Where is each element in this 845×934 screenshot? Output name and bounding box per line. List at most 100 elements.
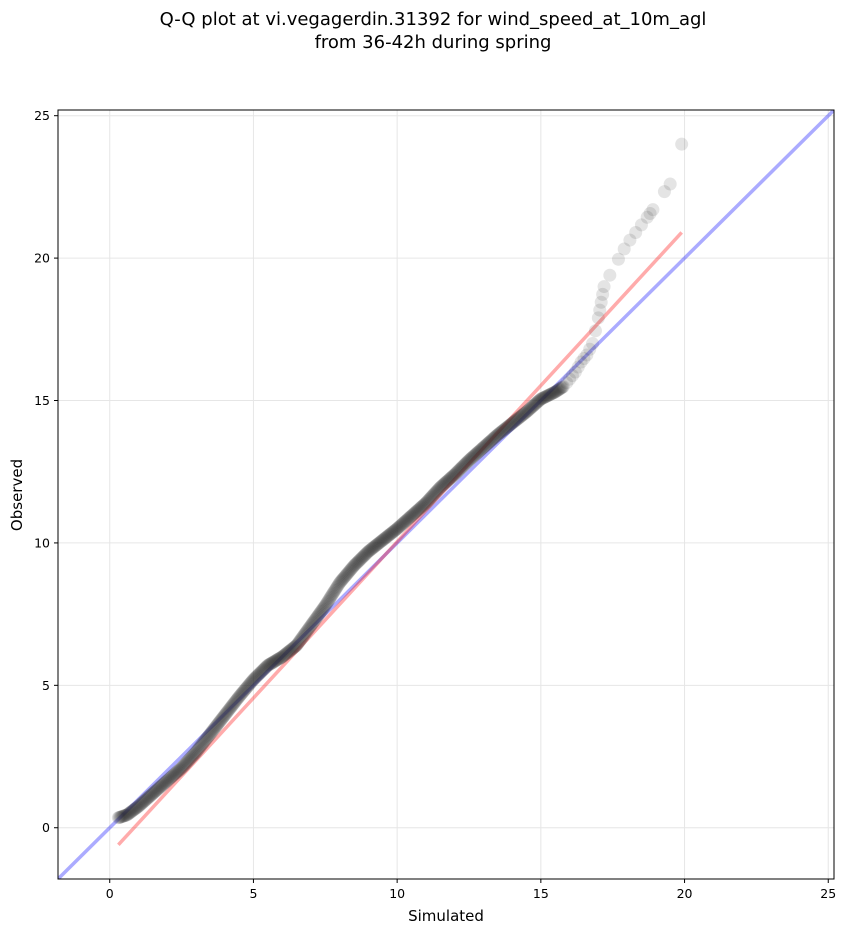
- qq-point: [361, 545, 375, 559]
- qq-point: [145, 787, 159, 801]
- qq-point: [458, 457, 472, 471]
- qq-point: [251, 668, 265, 682]
- qq-point: [495, 424, 509, 438]
- qq-point: [406, 507, 420, 521]
- qq-point: [292, 634, 306, 648]
- qq-point: [111, 811, 125, 825]
- qq-point: [333, 575, 347, 589]
- qq-point: [310, 611, 324, 625]
- qq-point: [402, 511, 416, 525]
- qq-point: [250, 669, 264, 683]
- qq-point: [342, 565, 356, 579]
- qq-point: [489, 429, 503, 443]
- qq-point: [196, 736, 210, 750]
- qq-point: [555, 381, 569, 395]
- qq-point: [192, 742, 206, 756]
- qq-point: [553, 382, 567, 396]
- qq-point: [494, 425, 508, 439]
- qq-point: [423, 492, 437, 506]
- qq-point: [347, 559, 361, 573]
- qq-point: [384, 527, 398, 541]
- qq-point: [289, 639, 303, 653]
- qq-point: [392, 520, 406, 534]
- qq-point: [529, 397, 543, 411]
- qq-point: [306, 615, 320, 629]
- qq-point: [258, 661, 272, 675]
- qq-point: [280, 646, 294, 660]
- qq-point: [313, 606, 327, 620]
- qq-point: [272, 652, 286, 666]
- qq-point: [267, 654, 281, 668]
- qq-point: [175, 760, 189, 774]
- qq-point: [298, 627, 312, 641]
- qq-point: [257, 662, 271, 676]
- qq-point: [177, 758, 191, 772]
- qq-point: [514, 409, 528, 423]
- x-tick-label: 5: [249, 886, 257, 901]
- qq-point: [164, 770, 178, 784]
- qq-point: [611, 252, 625, 266]
- qq-point: [405, 509, 419, 523]
- qq-point: [214, 713, 228, 727]
- qq-point: [168, 767, 182, 781]
- qq-point: [404, 510, 418, 524]
- qq-point: [157, 777, 171, 791]
- qq-point: [140, 792, 154, 806]
- qq-point: [503, 418, 517, 432]
- qq-point: [254, 666, 268, 680]
- qq-point: [203, 727, 217, 741]
- qq-point: [325, 588, 339, 602]
- qq-point: [515, 409, 529, 423]
- qq-point: [201, 730, 215, 744]
- qq-point: [312, 607, 326, 621]
- qq-point: [274, 650, 288, 664]
- qq-point: [270, 653, 284, 667]
- qq-point: [551, 383, 565, 397]
- qq-point: [307, 614, 321, 628]
- qq-point: [208, 721, 222, 735]
- qq-point: [363, 543, 377, 557]
- qq-point: [353, 553, 367, 567]
- qq-point: [376, 533, 390, 547]
- qq-point: [446, 469, 460, 483]
- qq-point: [278, 648, 292, 662]
- qq-point: [563, 372, 577, 386]
- qq-point: [337, 570, 351, 584]
- qq-point: [383, 527, 397, 541]
- y-tick-label: 0: [42, 820, 50, 835]
- qq-point: [412, 502, 426, 516]
- qq-point: [224, 700, 238, 714]
- qq-point: [389, 523, 403, 537]
- chart-title-line-2: from 36-42h during spring: [315, 32, 552, 53]
- qq-point: [473, 444, 487, 458]
- qq-point: [483, 435, 497, 449]
- qq-point: [381, 529, 395, 543]
- qq-point: [324, 589, 338, 603]
- qq-point: [288, 640, 302, 654]
- qq-point: [125, 804, 139, 818]
- qq-point: [360, 546, 374, 560]
- qq-point: [390, 522, 404, 536]
- qq-point: [178, 757, 192, 771]
- qq-point: [139, 793, 153, 807]
- qq-point: [209, 720, 223, 734]
- qq-point: [204, 726, 218, 740]
- qq-point: [439, 475, 453, 489]
- qq-point: [320, 596, 334, 610]
- qq-point: [444, 471, 458, 485]
- qq-point: [456, 459, 470, 473]
- qq-point: [518, 406, 532, 420]
- qq-point: [356, 550, 370, 564]
- qq-point: [150, 783, 164, 797]
- qq-point: [574, 355, 588, 369]
- qq-point: [303, 620, 317, 634]
- qq-point: [185, 750, 199, 764]
- qq-point: [372, 536, 386, 550]
- qq-point: [192, 741, 206, 755]
- qq-point: [231, 691, 245, 705]
- qq-point: [617, 242, 631, 256]
- qq-point: [517, 406, 531, 420]
- qq-point: [499, 421, 513, 435]
- qq-point: [162, 772, 176, 786]
